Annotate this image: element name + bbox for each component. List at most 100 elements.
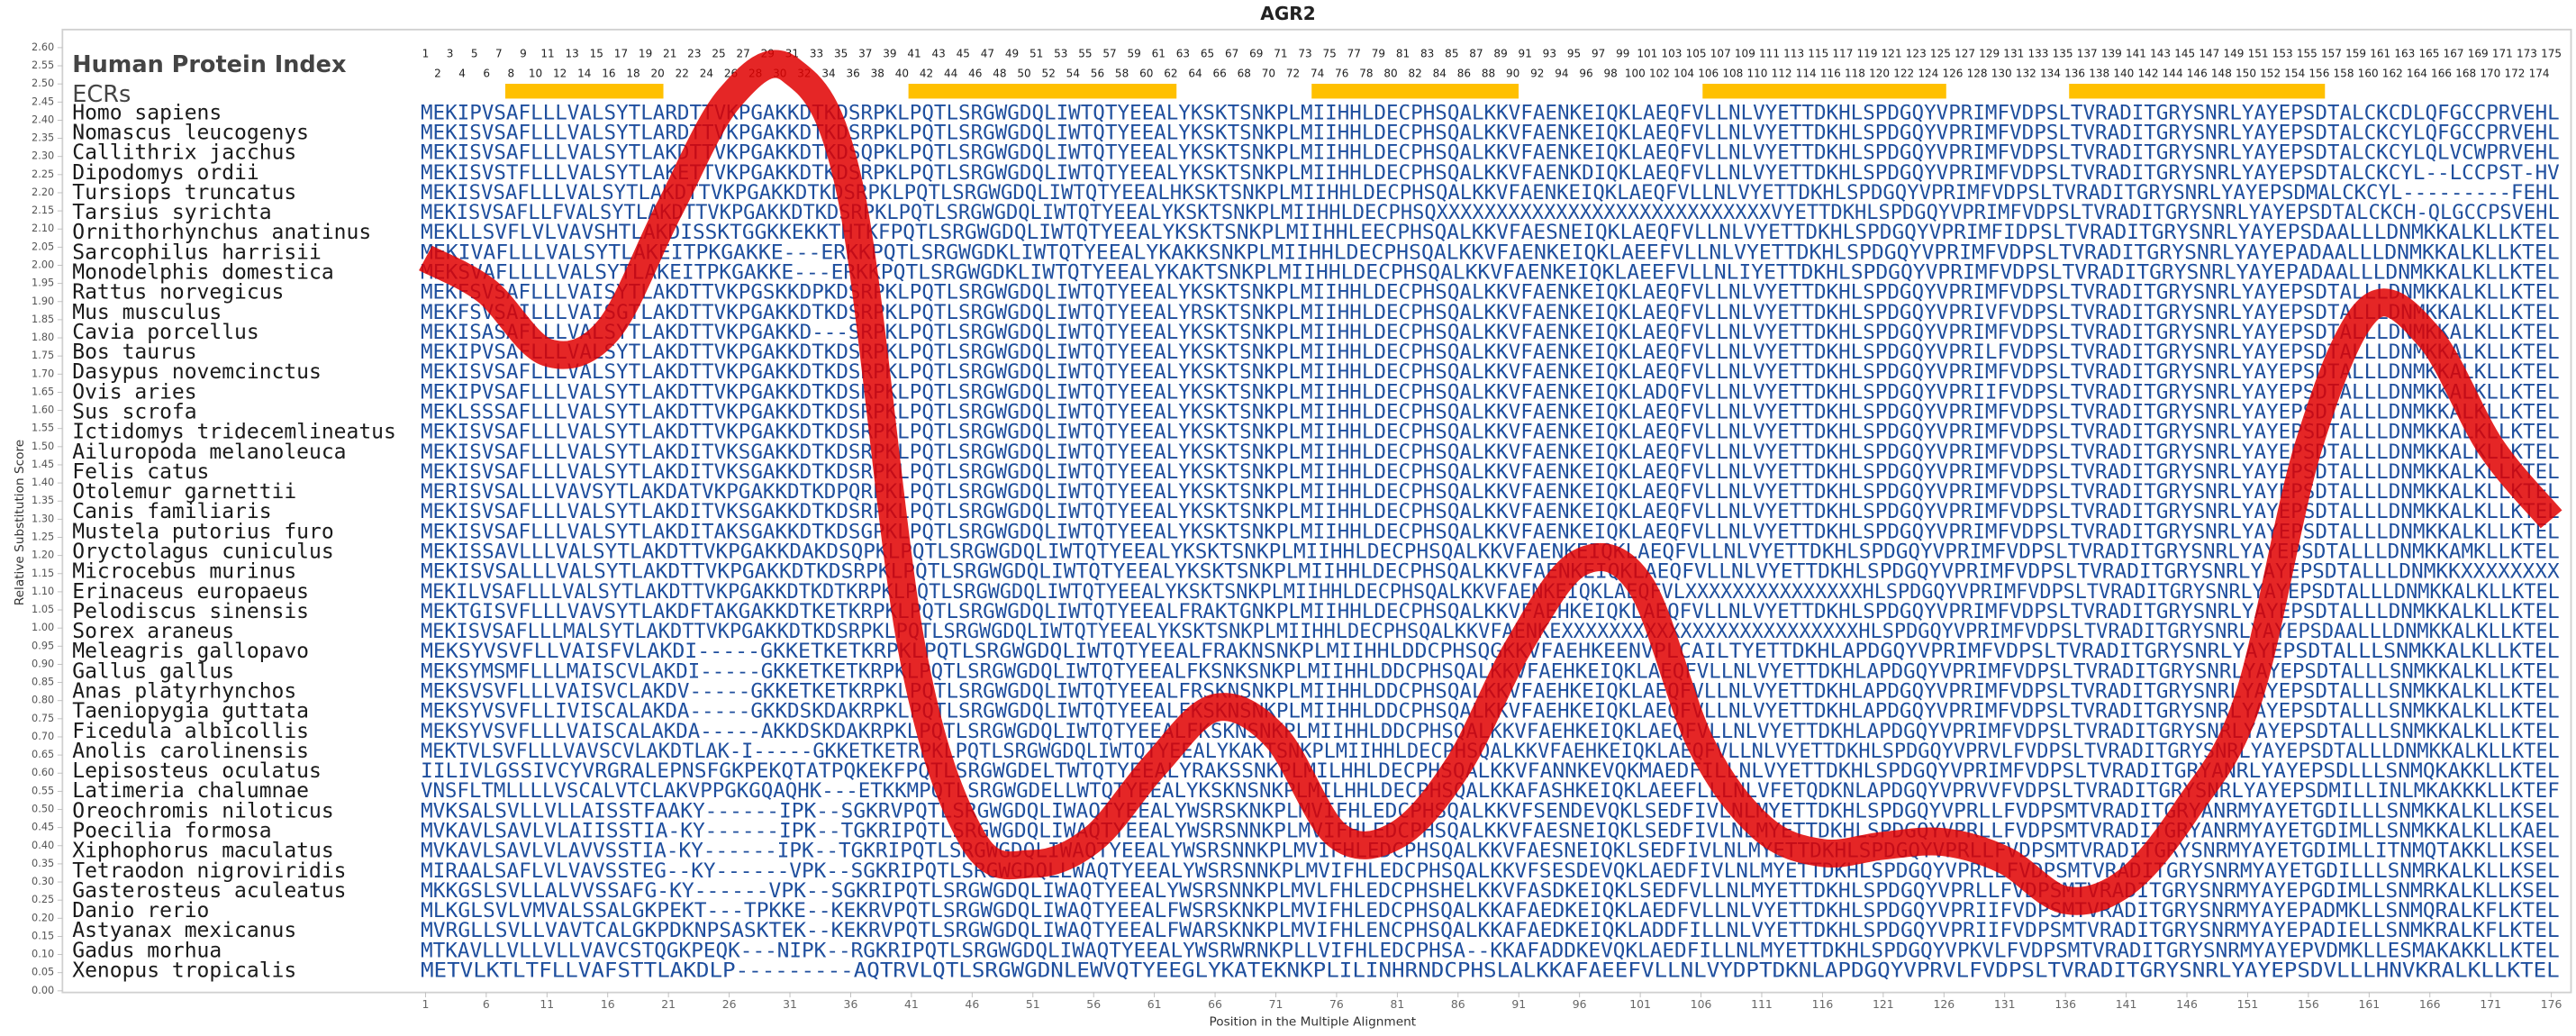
index-number: 46 bbox=[968, 68, 982, 80]
species-name: Homo sapiens bbox=[72, 101, 222, 124]
sequence: MEKSYVSVFLLVAISFVLAKDI-----GKKETKETKRPKL… bbox=[421, 640, 2560, 663]
index-number: 92 bbox=[1530, 68, 1544, 80]
index-number: 79 bbox=[1372, 48, 1385, 60]
sequence: MEKISVSTFLLLVALSYTLAKETTVKPGAKKDTKDSRPKL… bbox=[421, 161, 2560, 185]
index-number: 133 bbox=[2027, 48, 2048, 60]
index-number: 4 bbox=[458, 68, 466, 80]
index-number: 47 bbox=[981, 48, 994, 60]
index-number: 14 bbox=[577, 68, 591, 80]
index-number: 58 bbox=[1115, 68, 1129, 80]
index-number: 171 bbox=[2492, 48, 2513, 60]
y-tick-label: 2.15 bbox=[32, 204, 54, 216]
index-number: 157 bbox=[2321, 48, 2342, 60]
index-number: 52 bbox=[1042, 68, 1056, 80]
x-tick-label: 31 bbox=[783, 997, 797, 1011]
species-name: Tarsius syrichta bbox=[72, 201, 271, 224]
x-tick-label: 66 bbox=[1208, 997, 1222, 1011]
y-tick-label: 2.25 bbox=[32, 168, 54, 180]
sequence: MEKISVSAFLLLVALSYTLAKDITVKSGAKKDTKDSRPKL… bbox=[421, 460, 2560, 484]
index-number: 53 bbox=[1054, 48, 1067, 60]
species-name: Xiphophorus maculatus bbox=[72, 840, 333, 863]
index-number: 104 bbox=[1673, 68, 1694, 80]
sequence: MERISVSALLLVAVSYTLAKDATVKPGAKKDTKDPQRPKL… bbox=[421, 480, 2560, 504]
index-number: 135 bbox=[2053, 48, 2073, 60]
sequence: MIRAALSAFLVLVAVSSTEG--KY------VPK--SGKRI… bbox=[421, 859, 2560, 883]
index-number: 132 bbox=[2016, 68, 2036, 80]
index-number: 127 bbox=[1955, 48, 1975, 60]
index-number: 112 bbox=[1772, 68, 1792, 80]
y-tick-label: 2.20 bbox=[32, 186, 54, 198]
sequence: MEKISVSAFLLLVALSYTLAKDTTVKPGAKKDTKDSRPKL… bbox=[421, 181, 2560, 204]
x-tick-label: 166 bbox=[2419, 997, 2441, 1011]
x-tick-label: 146 bbox=[2176, 997, 2198, 1011]
index-number: 158 bbox=[2334, 68, 2354, 80]
x-tick-label: 101 bbox=[1629, 997, 1651, 1011]
y-tick-label: 1.25 bbox=[32, 532, 54, 543]
index-number: 98 bbox=[1604, 68, 1618, 80]
species-name: Oryctolagus cuniculus bbox=[72, 540, 333, 563]
species-name: Dasypus novemcinctus bbox=[72, 360, 322, 384]
index-number: 12 bbox=[553, 68, 567, 80]
index-number: 16 bbox=[602, 68, 615, 80]
index-number: 74 bbox=[1311, 68, 1324, 80]
y-tick-label: 0.45 bbox=[32, 822, 54, 833]
species-name: Tursiops truncatus bbox=[72, 181, 296, 204]
sequence: MLKGLSVLVMVALSSALGKPEKT---TPKKE--KEKRVPQ… bbox=[421, 899, 2560, 922]
index-number: 67 bbox=[1225, 48, 1238, 60]
y-tick-label: 1.65 bbox=[32, 386, 54, 397]
index-number: 39 bbox=[883, 48, 896, 60]
sequence: MEKISVSALLLVALSYTLAKDTTVKPGAKKDTKDSRPKLP… bbox=[421, 560, 2560, 584]
y-tick-label: 2.00 bbox=[32, 259, 54, 270]
index-number: 152 bbox=[2260, 68, 2281, 80]
species-name: Meleagris gallopavo bbox=[72, 640, 309, 663]
sequence: METVLKTLTFLLVAFSTTLAKDLP---------AQTRVLQ… bbox=[421, 959, 2560, 982]
index-number: 88 bbox=[1482, 68, 1495, 80]
y-tick-label: 1.10 bbox=[32, 586, 54, 597]
x-tick-label: 106 bbox=[1691, 997, 1712, 1011]
index-number: 63 bbox=[1176, 48, 1190, 60]
index-number: 24 bbox=[700, 68, 713, 80]
y-axis-title: Relative Substitution Score bbox=[13, 440, 27, 605]
index-number: 2 bbox=[434, 68, 441, 80]
species-name: Pelodiscus sinensis bbox=[72, 600, 309, 623]
index-number: 84 bbox=[1433, 68, 1447, 80]
y-tick-label: 1.80 bbox=[32, 332, 54, 343]
species-name: Danio rerio bbox=[72, 899, 209, 922]
species-name: Bos taurus bbox=[72, 341, 196, 364]
ecr-bar bbox=[1311, 84, 1519, 99]
index-number: 45 bbox=[957, 48, 970, 60]
species-name: Oreochromis niloticus bbox=[72, 799, 333, 822]
y-tick-label: 2.35 bbox=[32, 132, 54, 144]
index-number: 148 bbox=[2211, 68, 2232, 80]
index-number: 1 bbox=[422, 48, 430, 60]
y-tick-label: 1.15 bbox=[32, 568, 54, 579]
sequence: MEKISVSAFLLLVALSYTLAKDITVKSGAKKDTKDSRPKL… bbox=[421, 500, 2560, 523]
sequence: MEKIPVSAFLLLVALSYTLAKDTTVKPGAKKDTKDSRPKL… bbox=[421, 380, 2560, 404]
index-number: 126 bbox=[1942, 68, 1963, 80]
index-number: 168 bbox=[2455, 68, 2476, 80]
index-number: 85 bbox=[1445, 48, 1458, 60]
index-number: 109 bbox=[1735, 48, 1755, 60]
index-number: 65 bbox=[1201, 48, 1214, 60]
index-number: 36 bbox=[847, 68, 860, 80]
index-number: 64 bbox=[1188, 68, 1202, 80]
index-number: 94 bbox=[1555, 68, 1568, 80]
x-tick-label: 116 bbox=[1812, 997, 1834, 1011]
species-name: Microcebus murinus bbox=[72, 560, 296, 584]
index-number: 7 bbox=[495, 48, 503, 60]
sequence: MEKIPVSAFLLLVALSYTLAKDTTVKPGAKKDTKDSRPKL… bbox=[421, 341, 2560, 364]
species-name: Astyanax mexicanus bbox=[72, 919, 296, 942]
index-number: 144 bbox=[2163, 68, 2183, 80]
index-number: 61 bbox=[1152, 48, 1166, 60]
y-tick-label: 1.40 bbox=[32, 477, 54, 488]
index-number: 86 bbox=[1457, 68, 1471, 80]
x-tick-label: 46 bbox=[965, 997, 979, 1011]
index-number: 59 bbox=[1128, 48, 1141, 60]
index-number: 10 bbox=[529, 68, 542, 80]
index-number: 15 bbox=[590, 48, 603, 60]
y-tick-label: 1.85 bbox=[32, 314, 54, 325]
species-name: Erinaceus europaeus bbox=[72, 580, 309, 604]
y-tick-label: 0.50 bbox=[32, 804, 54, 815]
x-tick-label: 1 bbox=[422, 997, 429, 1011]
